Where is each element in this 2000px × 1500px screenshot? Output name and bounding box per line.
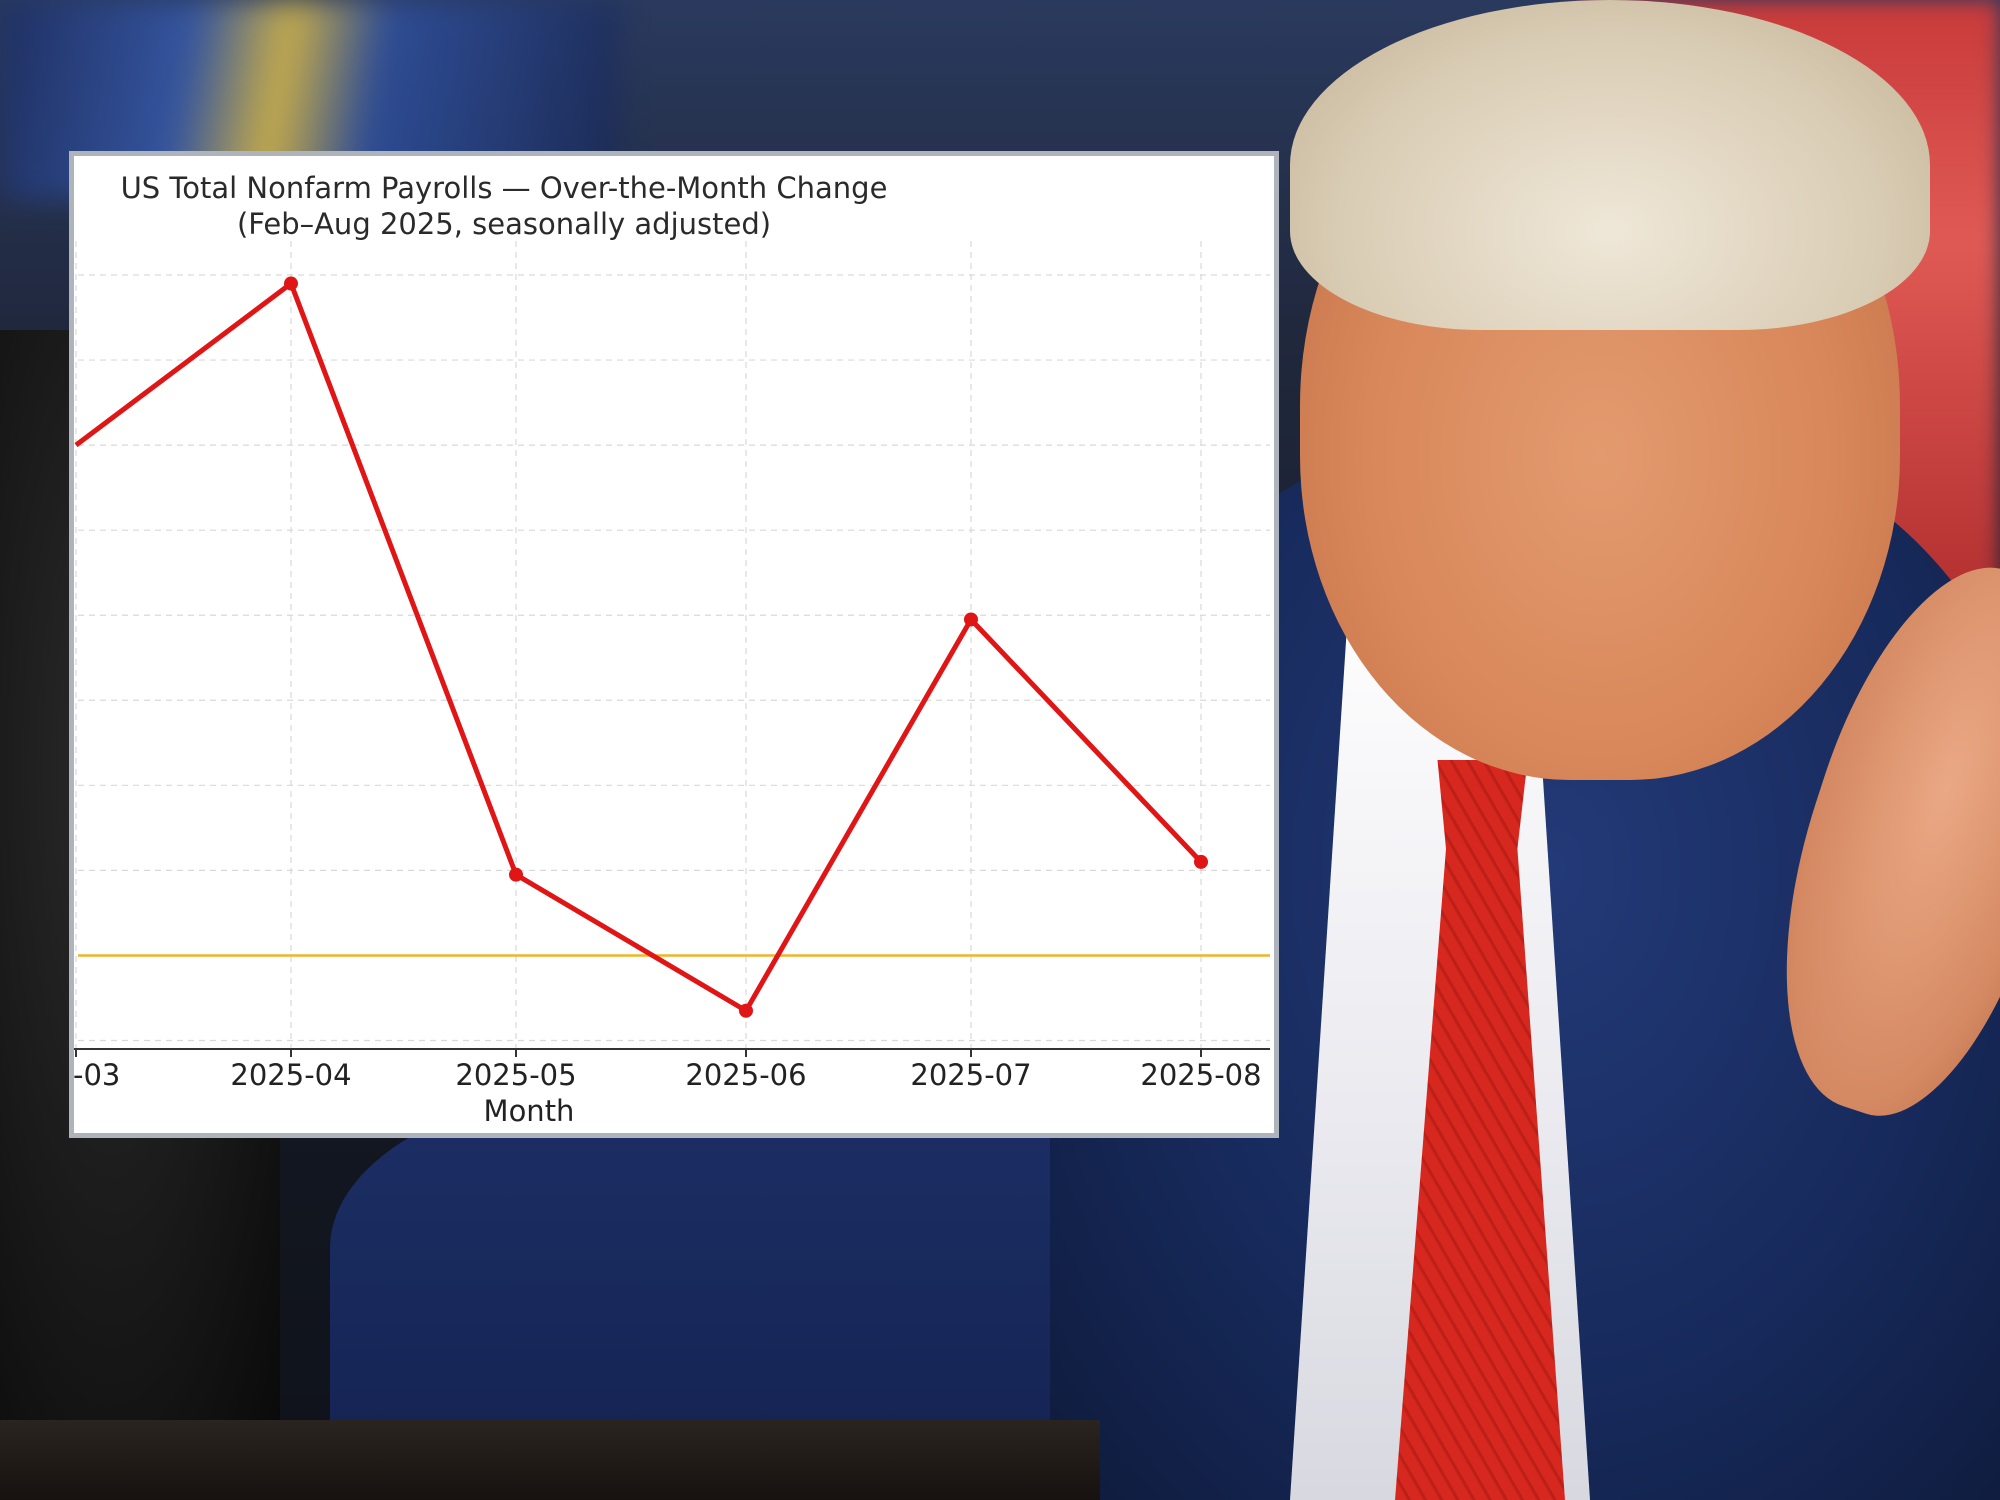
- x-tick-label: 2025-08: [1140, 1058, 1261, 1092]
- x-axis-label: Month: [484, 1094, 575, 1128]
- series-line: [74, 279, 1203, 1015]
- data-point: [509, 867, 523, 882]
- chart-title: US Total Nonfarm Payrolls — Over-the-Mon…: [120, 171, 888, 205]
- x-tick-label: 2025-07: [910, 1058, 1031, 1092]
- hair: [1290, 0, 1930, 330]
- x-tick-label: 2025-04: [230, 1058, 351, 1092]
- chart-subtitle: (Feb–Aug 2025, seasonally adjusted): [236, 207, 772, 241]
- x-tick-label: 2025-05: [455, 1058, 576, 1092]
- data-point: [284, 276, 298, 291]
- data-point: [964, 612, 978, 627]
- chart-title-block: US Total Nonfarm Payrolls — Over-the-Mon…: [74, 170, 934, 242]
- x-tick-label: 2025-06: [685, 1058, 806, 1092]
- data-point: [739, 1003, 753, 1018]
- chart-panel: -03 2025-04 2025-05 2025-06 2025-07 2025-08 Mo…: [69, 151, 1279, 1138]
- data-point: [1194, 854, 1208, 869]
- line-chart: -03 2025-04 2025-05 2025-06 2025-07 2025-08 Mo…: [74, 241, 1270, 1128]
- x-tick-label: -03: [74, 1058, 120, 1092]
- desk-edge: [0, 1420, 1100, 1500]
